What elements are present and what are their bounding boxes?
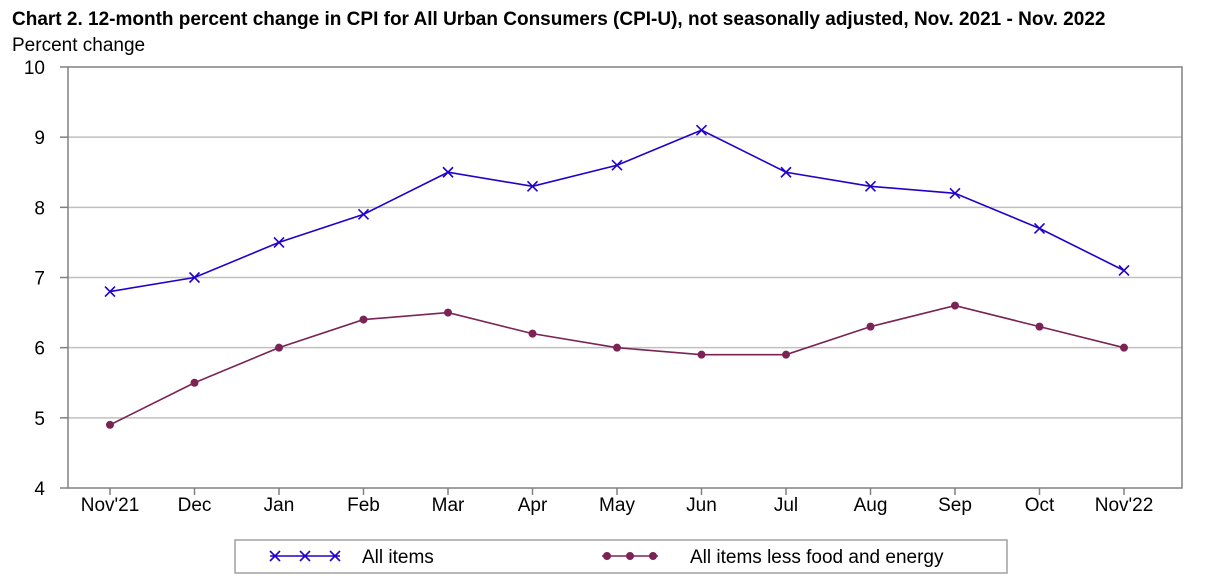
- x-tick-label: Sep: [938, 495, 972, 516]
- legend-label: All items less food and energy: [690, 547, 944, 568]
- x-tick-label: Jun: [686, 495, 717, 516]
- y-tick-label-4: 4: [34, 479, 45, 500]
- marker-stroke: [1033, 222, 1046, 234]
- data-point: [1118, 264, 1130, 277]
- data-point: [190, 378, 199, 387]
- data-point: [613, 343, 621, 352]
- x-tick-label: Jan: [264, 495, 295, 516]
- legend-item-core: All items less food and energy: [602, 547, 944, 568]
- x-tick-label: Dec: [178, 495, 212, 516]
- y-tick-label-6: 6: [34, 339, 45, 360]
- legend-label: All items: [362, 547, 434, 568]
- x-tick-label: Feb: [347, 495, 380, 516]
- x-tick-label: Nov'21: [81, 495, 140, 516]
- data-point: [951, 301, 959, 310]
- marker-stroke: [949, 187, 961, 199]
- data-point: [866, 322, 875, 331]
- y-tick-label-7: 7: [34, 269, 45, 290]
- legend-marker: [329, 550, 341, 562]
- y-tick-label-8: 8: [34, 198, 45, 219]
- series-core: [106, 301, 1128, 429]
- marker-stroke: [526, 180, 539, 192]
- data-point: [275, 343, 283, 352]
- data-point: [359, 315, 368, 324]
- series-line: [109, 304, 1125, 426]
- x-tick-label: Aug: [854, 495, 888, 516]
- data-point: [949, 187, 961, 199]
- marker-stroke: [104, 285, 116, 298]
- data-point: [780, 166, 792, 178]
- x-tick-label: Apr: [518, 495, 548, 516]
- marker-stroke: [299, 550, 311, 562]
- series-all-items: [104, 124, 1130, 298]
- legend: All items All items less food and energy: [234, 539, 1008, 574]
- data-point: [864, 180, 877, 192]
- marker-stroke: [1118, 264, 1130, 277]
- y-tick-label-9: 9: [34, 128, 45, 149]
- legend-marker: [626, 552, 634, 560]
- marker-stroke: [273, 236, 285, 248]
- legend-marker: [269, 550, 281, 562]
- x-tick-label: May: [599, 495, 635, 516]
- x-tick-label: Nov'22: [1095, 495, 1154, 516]
- marker-stroke: [695, 124, 708, 136]
- data-point: [1033, 222, 1046, 234]
- data-point: [782, 350, 790, 359]
- marker-stroke: [780, 166, 792, 178]
- marker-stroke: [188, 271, 201, 284]
- chart-title: Chart 2. 12-month percent change in CPI …: [12, 9, 1106, 30]
- marker-stroke: [611, 159, 623, 171]
- data-point: [106, 420, 114, 429]
- x-tick-label: Oct: [1025, 495, 1055, 516]
- y-axis-label: Percent change: [12, 35, 146, 56]
- grid-lines: [68, 136, 1182, 419]
- data-point: [695, 124, 708, 136]
- data-point: [697, 350, 706, 359]
- data-point: [188, 271, 201, 284]
- x-axis-ticks: Nov'21 Dec Jan Feb Mar Apr May Jun Jul Aug Sep Oct N…: [81, 488, 1154, 516]
- marker-stroke: [357, 208, 370, 220]
- legend-marker: [649, 552, 657, 560]
- x-tick-label: Mar: [432, 495, 465, 516]
- marker-stroke: [269, 550, 281, 562]
- y-axis-ticks: 4 5 6 7 8 9 10: [24, 58, 68, 500]
- data-point: [1035, 322, 1044, 331]
- data-point: [1120, 343, 1128, 352]
- legend-marker: [299, 550, 311, 562]
- legend-marker: [603, 552, 611, 560]
- x-tick-label: Jul: [774, 495, 798, 516]
- data-point: [442, 166, 454, 178]
- marker-stroke: [442, 166, 454, 178]
- data-point: [444, 308, 452, 317]
- marker-stroke: [329, 550, 341, 562]
- series-layer: [104, 124, 1130, 429]
- data-point: [526, 180, 539, 192]
- data-point: [611, 159, 623, 171]
- y-tick-label-5: 5: [34, 409, 45, 430]
- y-tick-label-10: 10: [24, 58, 45, 79]
- legend-item-all-items: All items: [269, 547, 434, 568]
- data-point: [104, 285, 116, 298]
- series-line: [109, 129, 1125, 293]
- data-point: [528, 329, 537, 338]
- data-point: [273, 236, 285, 248]
- marker-stroke: [864, 180, 877, 192]
- data-point: [357, 208, 370, 220]
